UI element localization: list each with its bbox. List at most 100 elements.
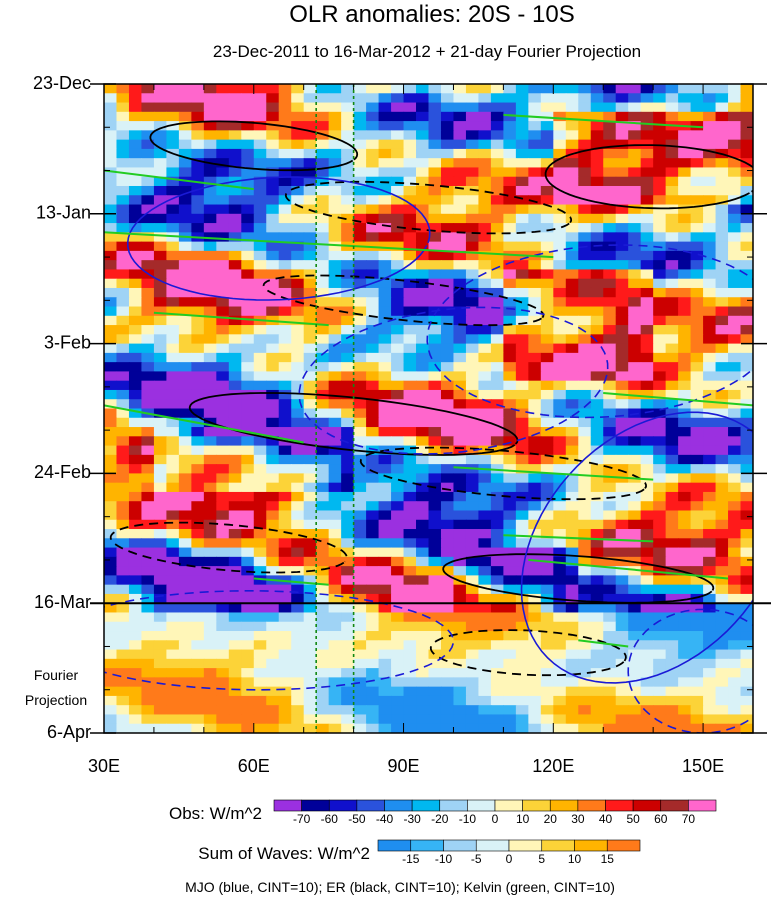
obs-cell xyxy=(216,417,230,428)
obs-cell xyxy=(366,621,380,632)
obs-cell xyxy=(178,260,192,271)
obs-cell xyxy=(490,714,504,725)
obs-cell xyxy=(578,306,592,317)
obs-cell xyxy=(378,223,392,233)
obs-cell xyxy=(166,491,180,502)
obs-cell xyxy=(203,380,217,391)
obs-cell xyxy=(515,714,529,725)
obs-cell xyxy=(104,705,118,716)
obs-cell xyxy=(715,371,729,382)
obs-cell xyxy=(216,250,230,261)
obs-cell xyxy=(253,519,267,530)
obs-cell xyxy=(490,278,504,289)
obs-cell xyxy=(640,491,654,502)
obs-cell xyxy=(553,325,567,335)
contour-caption: MJO (blue, CINT=10); ER (black, CINT=10)… xyxy=(185,879,615,895)
obs-cell xyxy=(416,232,430,243)
obs-cell xyxy=(228,287,242,298)
obs-cell xyxy=(316,139,330,150)
obs-cell xyxy=(241,380,255,391)
obs-cell xyxy=(628,714,642,725)
obs-cell xyxy=(153,677,168,688)
obs-cell xyxy=(104,556,118,567)
obs-cell xyxy=(740,84,753,94)
obs-cell xyxy=(353,621,367,632)
obs-cell xyxy=(241,705,255,716)
obs-cell xyxy=(490,510,504,521)
obs-cell xyxy=(578,278,592,289)
obs-cell xyxy=(665,185,679,196)
obs-cell xyxy=(203,482,217,493)
obs-cell xyxy=(553,584,567,595)
obs-cell xyxy=(540,334,554,345)
obs-cell xyxy=(316,269,330,280)
obs-cell xyxy=(316,658,330,669)
obs-cell xyxy=(628,464,642,474)
obs-cell xyxy=(341,250,355,261)
obs-cell xyxy=(440,705,455,716)
obs-cell xyxy=(278,84,292,94)
obs-cell xyxy=(740,584,753,595)
obs-cell xyxy=(440,362,455,373)
obs-cell xyxy=(253,658,267,669)
obs-cell xyxy=(428,185,442,196)
obs-cell xyxy=(428,538,442,549)
obs-cell xyxy=(440,269,455,280)
obs-cell xyxy=(465,686,480,697)
obs-cell xyxy=(241,269,255,280)
obs-cell xyxy=(203,584,217,595)
obs-cell xyxy=(553,631,567,641)
obs-cell xyxy=(341,389,355,400)
obs-cell xyxy=(653,158,667,169)
obs-cell xyxy=(391,260,405,271)
obs-cell xyxy=(266,408,280,419)
obs-cell xyxy=(703,269,717,280)
obs-cell xyxy=(603,464,617,474)
obs-cell xyxy=(278,631,292,641)
obs-cell xyxy=(728,658,742,669)
obs-cell xyxy=(703,306,717,317)
obs-cell xyxy=(440,649,455,660)
obs-cell xyxy=(228,454,242,465)
obs-cell xyxy=(278,723,292,733)
obs-cell xyxy=(540,380,554,391)
obs-cell xyxy=(416,519,430,530)
obs-cell xyxy=(515,556,529,567)
obs-cell xyxy=(603,139,617,150)
obs-cell xyxy=(465,306,480,317)
obs-cell xyxy=(328,102,342,113)
obs-cell xyxy=(740,371,753,382)
obs-cell xyxy=(740,640,753,651)
obs-cell xyxy=(116,223,130,233)
obs-cell xyxy=(478,686,492,697)
obs-cell xyxy=(678,482,692,493)
obs-cell xyxy=(628,584,642,595)
obs-cell xyxy=(703,84,717,94)
obs-cell xyxy=(153,519,168,530)
obs-cell xyxy=(578,130,592,141)
obs-cell xyxy=(440,380,455,391)
obs-cell xyxy=(615,315,629,326)
obs-cell xyxy=(465,297,480,308)
obs-cell xyxy=(353,723,367,733)
obs-cell xyxy=(490,269,504,280)
obs-cell xyxy=(740,343,753,354)
obs-cell xyxy=(403,677,417,688)
obs-cell xyxy=(353,213,367,224)
obs-cell xyxy=(178,389,192,400)
obs-cell xyxy=(578,389,592,400)
obs-cell xyxy=(141,176,155,187)
obs-cell xyxy=(628,482,642,493)
obs-cell xyxy=(128,287,143,298)
obs-cell xyxy=(540,167,554,178)
obs-cell xyxy=(515,417,529,428)
obs-cell xyxy=(316,631,330,641)
obs-cell xyxy=(153,547,168,558)
obs-cell xyxy=(128,695,143,706)
obs-cell xyxy=(515,362,529,373)
obs-cell xyxy=(690,547,704,558)
obs-cell xyxy=(191,612,205,623)
obs-cell xyxy=(740,195,753,206)
obs-cell xyxy=(665,621,679,632)
obs-cell xyxy=(203,148,217,159)
